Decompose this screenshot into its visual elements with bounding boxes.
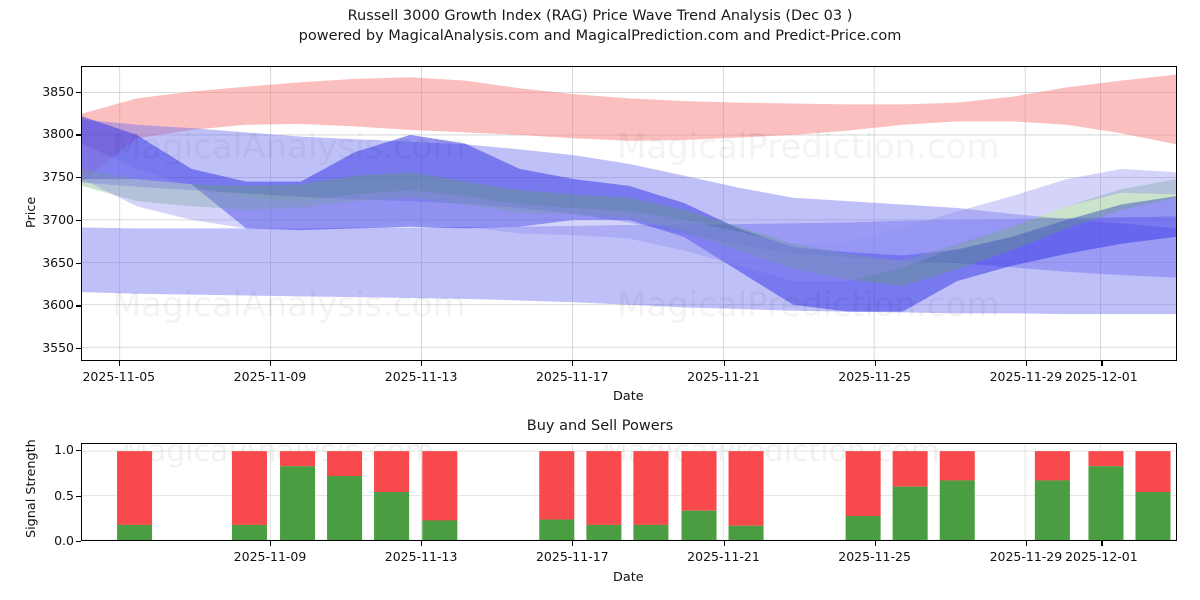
signal-xtick-label: 2025-11-09 xyxy=(233,549,307,564)
price-xtick-label: 2025-11-17 xyxy=(535,369,609,384)
chart-title-block: Russell 3000 Growth Index (RAG) Price Wa… xyxy=(0,6,1200,46)
signal-xtick-mark xyxy=(723,541,725,546)
price-xtick-label: 2025-11-09 xyxy=(233,369,307,384)
price-xtick-label: 2025-11-13 xyxy=(384,369,458,384)
price-xtick-mark xyxy=(1025,361,1028,366)
price-ytick-mark xyxy=(76,262,81,264)
price-ytick-mark xyxy=(76,134,81,136)
signal-xaxis-title: Date xyxy=(613,570,644,585)
price-ytick-mark xyxy=(76,177,81,179)
chart-title-line-1: Russell 3000 Growth Index (RAG) Price Wa… xyxy=(347,8,853,24)
price-ytick-label: 3550 xyxy=(42,340,74,356)
signal-ytick-mark xyxy=(76,495,81,497)
signal-xtick-label: 2025-11-17 xyxy=(535,549,609,564)
signal-xtick-mark xyxy=(270,541,272,546)
price-ytick-label: 3850 xyxy=(42,83,74,99)
price-xaxis-title: Date xyxy=(613,389,644,404)
signal-xtick-mark xyxy=(1025,541,1028,546)
signal-ytick-label: 0.5 xyxy=(54,487,74,503)
signal-xtick-label: 2025-11-21 xyxy=(687,549,760,564)
price-xtick-mark xyxy=(421,361,423,366)
signal-xtick-label: 2025-11-29 xyxy=(989,549,1063,564)
price-xtick-label: 2025-11-05 xyxy=(82,369,156,384)
signal-chart-title: Buy and Sell Powers xyxy=(526,418,674,434)
signal-ytick-mark xyxy=(76,541,81,543)
signal-ytick-label: 1.0 xyxy=(54,442,74,458)
price-ytick-label: 3750 xyxy=(42,169,74,185)
price-xtick-label: 2025-12-01 xyxy=(1065,369,1138,384)
buy-sell-powers-plot-area: MagicalAnalysis.com MagicalPrediction.co… xyxy=(81,443,1177,541)
signal-xtick-mark xyxy=(572,541,574,546)
price-ytick-mark xyxy=(76,348,81,350)
price-wave-bands xyxy=(82,67,1176,360)
signal-xtick-label: 2025-12-01 xyxy=(1065,549,1138,564)
signal-xtick-mark xyxy=(874,541,876,546)
price-xtick-label: 2025-11-25 xyxy=(838,369,911,384)
price-xtick-mark xyxy=(723,361,725,366)
price-ytick-mark xyxy=(76,305,81,307)
price-xtick-mark xyxy=(1101,361,1103,366)
price-xtick-label: 2025-11-21 xyxy=(687,369,760,384)
price-ytick-mark xyxy=(76,219,81,222)
signal-xtick-mark xyxy=(421,541,423,546)
signal-ytick-label: 0.0 xyxy=(54,533,74,548)
signal-strength-bars xyxy=(82,444,1176,540)
signal-xtick-mark xyxy=(1101,541,1103,546)
signal-axis-title: Signal Strength xyxy=(24,439,39,538)
price-wave-plot-area: MagicalAnalysis.com MagicalPrediction.co… xyxy=(81,66,1177,361)
price-ytick-label: 3800 xyxy=(42,126,74,142)
price-ytick-label: 3700 xyxy=(42,211,74,227)
price-xtick-label: 2025-11-29 xyxy=(989,369,1063,384)
price-xtick-mark xyxy=(874,361,876,366)
signal-xtick-label: 2025-11-25 xyxy=(838,549,911,564)
price-axis-title: Price xyxy=(24,196,39,228)
price-xtick-mark xyxy=(118,361,120,366)
signal-ytick-mark xyxy=(76,450,81,452)
price-ytick-label: 3600 xyxy=(42,297,74,313)
price-xtick-mark xyxy=(270,361,272,366)
price-ytick-mark xyxy=(76,91,81,93)
price-xtick-mark xyxy=(572,361,574,366)
price-ytick-label: 3650 xyxy=(42,254,74,270)
signal-xtick-label: 2025-11-13 xyxy=(384,549,458,564)
chart-title-line-2: powered by MagicalAnalysis.com and Magic… xyxy=(298,28,902,44)
